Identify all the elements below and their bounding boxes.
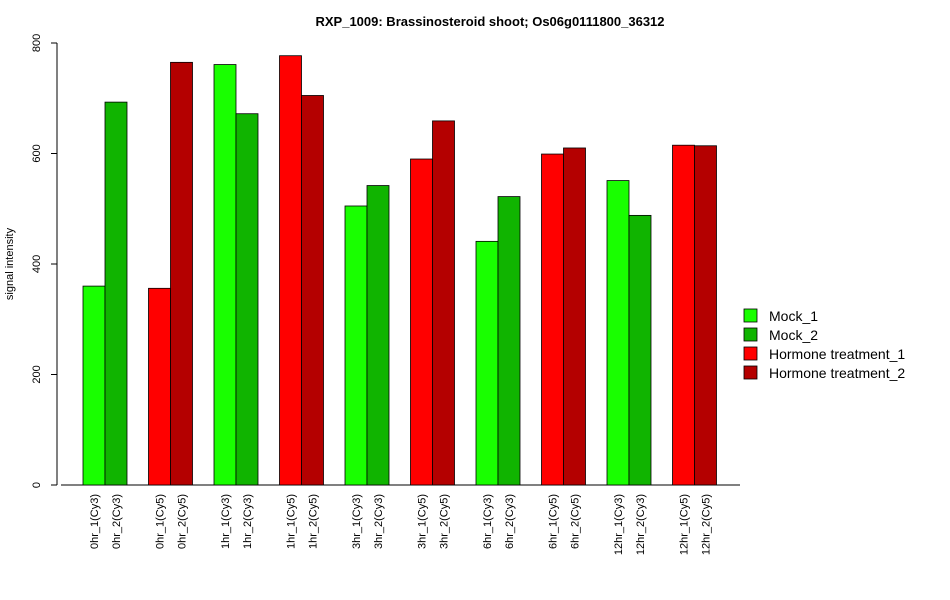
x-tick-label: 12hr_1(Cy3) (613, 494, 625, 555)
bar (432, 120, 455, 486)
bar (148, 287, 171, 486)
legend-swatch (743, 365, 758, 380)
y-tick-label: 200 (31, 365, 43, 383)
chart-title: RXP_1009: Brassinosteroid shoot; Os06g01… (315, 14, 664, 29)
x-tick-label: 3hr_1(Cy3) (351, 494, 363, 549)
legend-label: Hormone treatment_1 (769, 346, 905, 362)
bar (301, 95, 324, 486)
bar (213, 64, 237, 486)
legend-swatch (743, 327, 758, 342)
x-tick-label: 1hr_1(Cy5) (286, 494, 298, 549)
legend: Mock_1 Mock_2 Hormone treatment_1 Hormone t… (743, 308, 905, 381)
legend-swatch (743, 308, 758, 323)
x-tick-label: 6hr_1(Cy3) (482, 494, 494, 549)
x-tick-label: 1hr_1(Cy3) (220, 494, 232, 549)
y-tick-label: 400 (31, 255, 43, 273)
bar (279, 55, 302, 486)
y-axis: 0 200 400 600 800 (31, 34, 58, 488)
bar (606, 180, 630, 486)
x-tick-label: 3hr_2(Cy5) (439, 494, 451, 549)
x-tick-label: 1hr_2(Cy3) (242, 494, 254, 549)
bar (475, 240, 499, 486)
bar (410, 158, 433, 486)
bar (104, 101, 128, 486)
bar (563, 147, 586, 486)
bar (497, 196, 521, 486)
x-tick-label: 1hr_2(Cy5) (308, 494, 320, 549)
y-tick-label: 600 (31, 144, 43, 162)
bar (628, 214, 652, 486)
y-tick-label: 0 (31, 482, 43, 488)
legend-label: Mock_2 (769, 327, 818, 343)
x-tick-label: 6hr_2(Cy3) (504, 494, 516, 549)
bar (541, 153, 564, 486)
bar (170, 61, 193, 486)
x-tick-label: 3hr_1(Cy5) (417, 494, 429, 549)
x-tick-label: 12hr_2(Cy3) (635, 494, 647, 555)
x-tick-label: 6hr_2(Cy5) (570, 494, 582, 549)
x-tick-label: 12hr_1(Cy5) (679, 494, 691, 555)
x-tick-label: 0hr_2(Cy5) (177, 494, 189, 549)
legend-label: Mock_1 (769, 308, 818, 324)
x-tick-label: 12hr_2(Cy5) (701, 494, 713, 555)
x-tick-label: 0hr_1(Cy5) (155, 494, 167, 549)
x-tick-labels: 0hr_1(Cy3) 0hr_2(Cy3) 0hr_1(Cy5) 0hr_2(Cy5)… (89, 494, 713, 555)
bar (694, 145, 717, 486)
bar (82, 285, 106, 486)
x-tick-label: 0hr_1(Cy3) (89, 494, 101, 549)
y-tick-label: 800 (31, 34, 43, 52)
x-tick-label: 6hr_1(Cy5) (548, 494, 560, 549)
legend-swatch (743, 346, 758, 361)
y-axis-title: signal intensity (4, 227, 16, 300)
legend-label: Hormone treatment_2 (769, 365, 905, 381)
bars (82, 55, 717, 486)
bar (672, 144, 695, 486)
x-tick-label: 3hr_2(Cy3) (373, 494, 385, 549)
bar (344, 205, 368, 486)
bar (366, 185, 390, 486)
x-tick-label: 0hr_2(Cy3) (111, 494, 123, 549)
bar (235, 113, 259, 486)
